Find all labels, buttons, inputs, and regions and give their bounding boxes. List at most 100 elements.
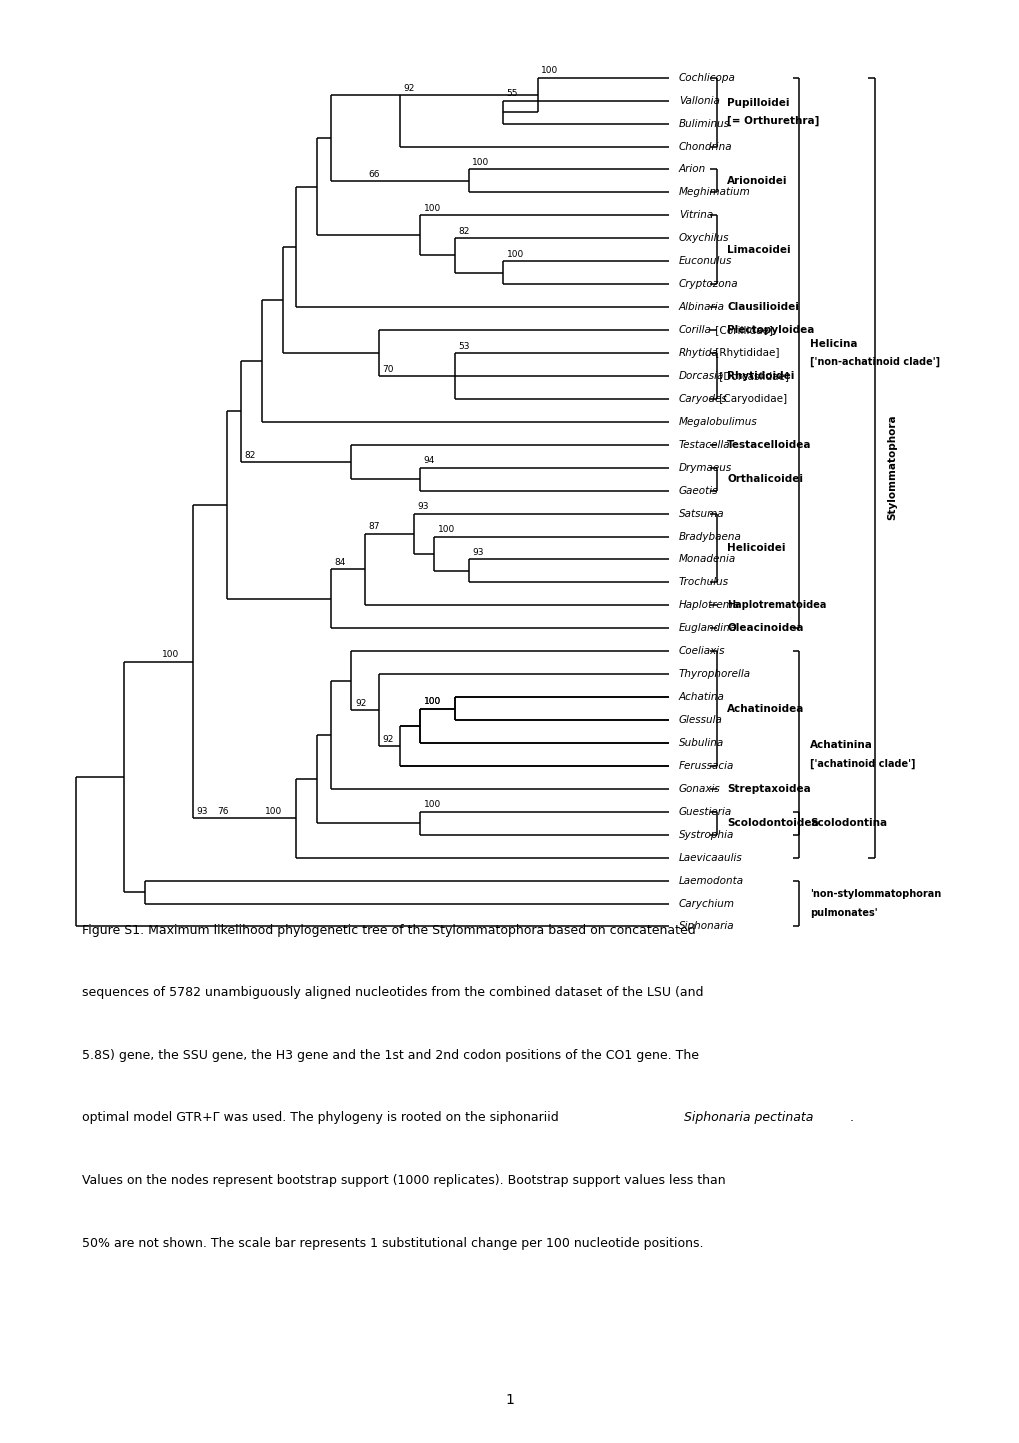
Text: 5.8S) gene, the SSU gene, the H3 gene and the 1st and 2nd codon positions of the: 5.8S) gene, the SSU gene, the H3 gene an… [82,1049,698,1062]
Text: 1: 1 [505,1392,514,1407]
Text: Corilla: Corilla [679,325,711,335]
Text: Buliminus: Buliminus [679,118,730,128]
Text: [= Orthurethra]: [= Orthurethra] [727,115,818,127]
Text: Carychium: Carychium [679,899,734,909]
Text: 92: 92 [382,734,393,743]
Text: Cochlicopa: Cochlicopa [679,72,735,82]
Text: Haplotrematoidea: Haplotrematoidea [727,600,825,610]
Text: sequences of 5782 unambiguously aligned nucleotides from the combined dataset of: sequences of 5782 unambiguously aligned … [82,986,702,999]
Text: 82: 82 [245,450,256,460]
Text: 100: 100 [437,525,454,534]
Text: Siphonaria pectinata: Siphonaria pectinata [684,1111,813,1124]
Text: 87: 87 [368,522,380,531]
Text: Thyrophorella: Thyrophorella [679,670,750,680]
Text: 100: 100 [162,651,179,659]
Text: Megalobulimus: Megalobulimus [679,417,757,427]
Text: Coeliaxis: Coeliaxis [679,646,725,657]
Text: Limacoidei: Limacoidei [727,245,790,255]
Text: 100: 100 [424,697,440,706]
Text: Plectopyloidea: Plectopyloidea [727,325,813,335]
Text: Arion: Arion [679,165,705,175]
Text: Subulina: Subulina [679,737,723,747]
Text: Laevicaaulis: Laevicaaulis [679,853,742,863]
Text: 55: 55 [506,89,518,98]
Text: Helicina: Helicina [809,339,856,349]
Text: Achatinina: Achatinina [809,740,872,750]
Text: [Dorcasiidae]: [Dorcasiidae] [715,371,789,381]
Text: Achatina: Achatina [679,693,725,703]
Text: Glessula: Glessula [679,716,722,724]
Text: Pupilloidei: Pupilloidei [727,98,789,108]
Text: Vallonia: Vallonia [679,95,719,105]
Text: Bradybaena: Bradybaena [679,531,741,541]
Text: Vitrina: Vitrina [679,211,712,221]
Text: Figure S1. Maximum likelihood phylogenetic tree of the Stylommatophora based on : Figure S1. Maximum likelihood phylogenet… [82,924,695,937]
Text: .: . [849,1111,853,1124]
Text: Values on the nodes represent bootstrap support (1000 replicates). Bootstrap sup: Values on the nodes represent bootstrap … [82,1175,725,1188]
Text: Scolodontoidea: Scolodontoidea [727,818,818,828]
Text: Systrophia: Systrophia [679,830,734,840]
Text: 100: 100 [540,66,557,75]
Text: 92: 92 [403,84,414,92]
Text: Albinaria: Albinaria [679,302,725,312]
Text: 82: 82 [458,227,469,237]
Text: Satsuma: Satsuma [679,508,723,518]
Text: 92: 92 [355,698,366,707]
Text: 84: 84 [334,558,345,567]
Text: 100: 100 [424,801,440,810]
Text: 53: 53 [458,342,470,351]
Text: Oxychilus: Oxychilus [679,234,729,244]
Text: Drymaeus: Drymaeus [679,463,732,473]
Text: optimal model GTR+Γ was used. The phylogeny is rooted on the siphonariid: optimal model GTR+Γ was used. The phylog… [82,1111,561,1124]
Text: 50% are not shown. The scale bar represents 1 substitutional change per 100 nucl: 50% are not shown. The scale bar represe… [82,1237,702,1250]
Text: Caryodes: Caryodes [679,394,727,404]
Text: pulmonates': pulmonates' [809,908,876,918]
Text: Scolodontina: Scolodontina [809,818,887,828]
Text: 76: 76 [217,807,228,817]
Text: Dorcasia: Dorcasia [679,371,723,381]
Text: Gaeotis: Gaeotis [679,486,717,495]
Text: Guestieria: Guestieria [679,807,732,817]
Text: Monadenia: Monadenia [679,554,736,564]
Text: [Caryodidae]: [Caryodidae] [715,394,787,404]
Text: 'non-stylommatophoran: 'non-stylommatophoran [809,889,941,899]
Text: Euglandina: Euglandina [679,623,737,633]
Text: Cryptozona: Cryptozona [679,278,738,289]
Text: Clausilioidei: Clausilioidei [727,302,798,312]
Text: Chondrina: Chondrina [679,141,732,152]
Text: Rhytida: Rhytida [679,348,718,358]
Text: 100: 100 [265,807,282,817]
Text: 100: 100 [506,250,524,258]
Text: 70: 70 [382,365,393,374]
Text: Siphonaria: Siphonaria [679,922,734,932]
Text: 94: 94 [424,456,435,466]
Text: 100: 100 [472,159,489,167]
Text: 93: 93 [197,807,208,817]
Text: Stylommatophora: Stylommatophora [887,416,897,521]
Text: [Corillidae]: [Corillidae] [711,325,772,335]
Text: Haplotrema: Haplotrema [679,600,740,610]
Text: 93: 93 [472,548,483,557]
Text: 66: 66 [368,170,380,179]
Text: Achatinoidea: Achatinoidea [727,704,804,713]
Text: Testacella: Testacella [679,440,730,450]
Text: 100: 100 [424,203,440,214]
Text: Testacelloidea: Testacelloidea [727,440,811,450]
Text: Ferussacia: Ferussacia [679,760,734,771]
Text: ['non-achatinoid clade']: ['non-achatinoid clade'] [809,356,938,368]
Text: Streptaxoidea: Streptaxoidea [727,784,810,794]
Text: Oleacinoidea: Oleacinoidea [727,623,803,633]
Text: Arionoidei: Arionoidei [727,176,787,186]
Text: Meghimatium: Meghimatium [679,188,750,198]
Text: Gonaxis: Gonaxis [679,784,719,794]
Text: Euconulus: Euconulus [679,257,732,266]
Text: Trochulus: Trochulus [679,577,729,587]
Text: Orthalicoidei: Orthalicoidei [727,475,802,485]
Text: Helicoidei: Helicoidei [727,543,785,553]
Text: Rhytidoidei: Rhytidoidei [727,371,794,381]
Text: ['achatinoid clade']: ['achatinoid clade'] [809,759,914,769]
Text: [Rhytididae]: [Rhytididae] [711,348,779,358]
Text: 100: 100 [424,697,440,706]
Text: Laemodonta: Laemodonta [679,876,743,886]
Text: 93: 93 [417,502,428,511]
